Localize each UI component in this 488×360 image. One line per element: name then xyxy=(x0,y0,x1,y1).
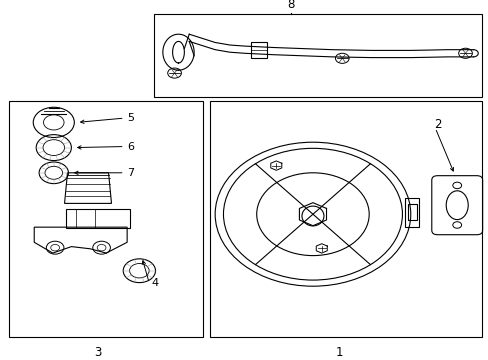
Text: 8: 8 xyxy=(286,0,294,11)
Text: 6: 6 xyxy=(127,141,134,152)
Text: 1: 1 xyxy=(335,346,343,359)
Text: 2: 2 xyxy=(433,118,441,131)
Text: 5: 5 xyxy=(127,113,134,123)
Text: 3: 3 xyxy=(94,346,102,359)
Text: 7: 7 xyxy=(127,168,134,178)
Text: 4: 4 xyxy=(151,278,159,288)
